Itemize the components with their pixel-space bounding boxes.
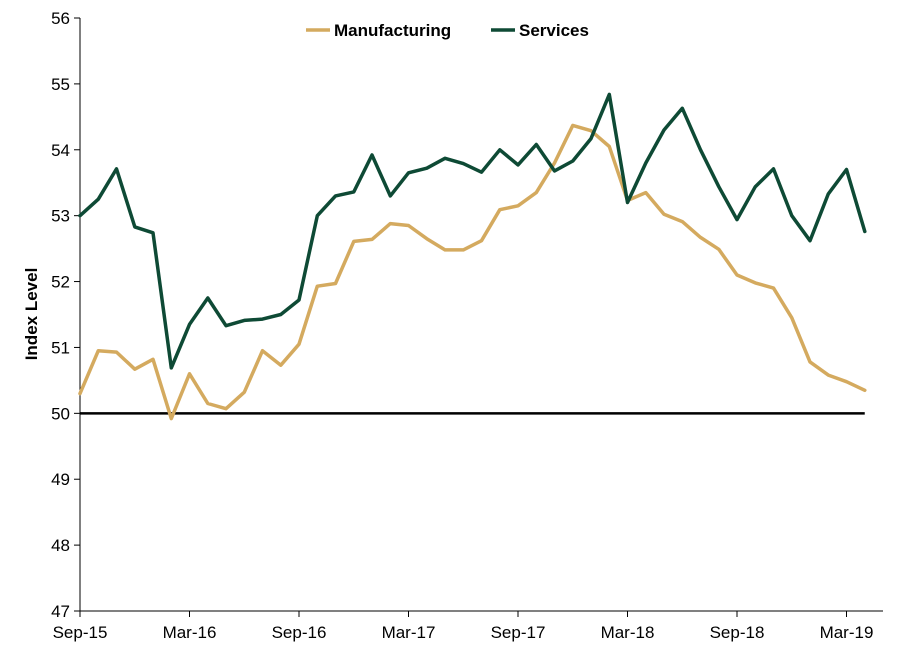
legend: Manufacturing Services — [306, 21, 589, 40]
x-tick-label-Mar-16: Mar-16 — [163, 623, 217, 642]
x-tick-label-Sep-16: Sep-16 — [272, 623, 327, 642]
series-line-manufacturing — [78, 123, 867, 421]
x-tick-label-Sep-15: Sep-15 — [53, 623, 108, 642]
x-ticks: Sep-15 Mar-16 Sep-16 Mar-17 Sep-17 Mar-18 Sep-… — [53, 611, 874, 642]
y-axis-title: Index Level — [22, 268, 41, 361]
y-tick-label-50: 50 — [51, 404, 70, 423]
x-tick-label-Mar-17: Mar-17 — [382, 623, 436, 642]
legend-label-manufacturing: Manufacturing — [334, 21, 451, 40]
x-tick-label-Sep-17: Sep-17 — [491, 623, 546, 642]
y-tick-label-47: 47 — [51, 602, 70, 621]
x-tick-label-Sep-18: Sep-18 — [710, 623, 765, 642]
y-tick-label-54: 54 — [51, 141, 70, 160]
legend-label-services: Services — [519, 21, 589, 40]
y-tick-label-53: 53 — [51, 207, 70, 226]
y-ticks: 47 48 49 50 51 52 53 54 55 56 — [51, 9, 80, 621]
series-layer — [78, 92, 867, 421]
y-tick-label-52: 52 — [51, 273, 70, 292]
legend-item-services: Services — [491, 21, 589, 40]
x-tick-label-Mar-19: Mar-19 — [820, 623, 874, 642]
series-line-services — [78, 92, 867, 370]
y-tick-label-49: 49 — [51, 470, 70, 489]
x-tick-label-Mar-18: Mar-18 — [601, 623, 655, 642]
y-tick-label-51: 51 — [51, 338, 70, 357]
y-tick-label-48: 48 — [51, 536, 70, 555]
legend-item-manufacturing: Manufacturing — [306, 21, 451, 40]
axes: Index Level — [22, 18, 883, 612]
y-tick-label-56: 56 — [51, 9, 70, 28]
y-tick-label-55: 55 — [51, 75, 70, 94]
